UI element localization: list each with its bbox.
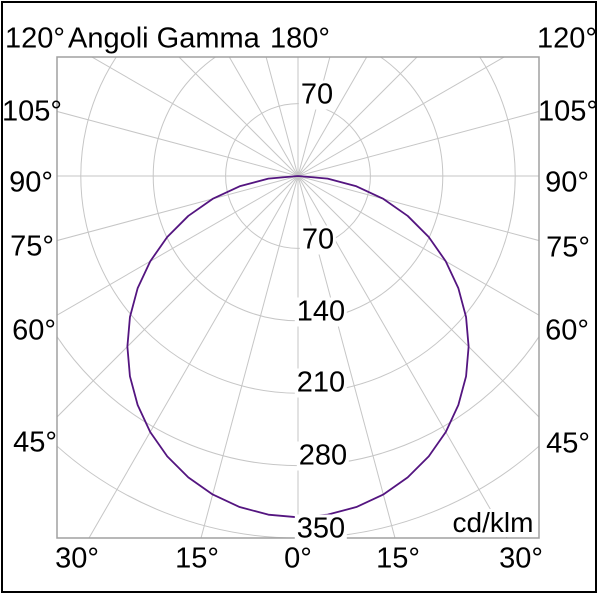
unit-label: cd/klm <box>450 507 536 538</box>
angle-label-bottom-30L: 30° <box>55 542 99 575</box>
radial-tick-70: 70 <box>299 223 337 256</box>
angle-label-left-45: 45° <box>13 426 57 459</box>
radial-tick-280: 280 <box>296 439 350 472</box>
angle-label-bottom-30R: 30° <box>499 542 543 575</box>
angle-label-right-120: 120° <box>537 22 597 55</box>
angle-label-right-105: 105° <box>538 95 598 128</box>
angle-label-left-90: 90° <box>9 166 53 199</box>
radial-tick-140: 140 <box>294 295 348 328</box>
angle-label-right-90: 90° <box>545 166 589 199</box>
angle-label-left-75: 75° <box>10 230 54 263</box>
angle-label-left-120: 120° <box>5 22 65 55</box>
angle-label-left-105: 105° <box>2 95 62 128</box>
chart-title: Angoli Gamma <box>68 22 260 55</box>
angle-label-bottom-0: 0° <box>284 542 312 575</box>
angle-label-right-60: 60° <box>545 314 589 347</box>
angle-label-bottom-15L: 15° <box>175 542 219 575</box>
angle-label-bottom-15R: 15° <box>376 542 420 575</box>
radial-tick-70-upper: 70 <box>298 78 336 111</box>
angle-label-top-180: 180° <box>270 22 330 55</box>
radial-tick-210: 210 <box>294 366 348 399</box>
angle-label-left-60: 60° <box>12 314 56 347</box>
angle-label-right-75: 75° <box>546 231 590 264</box>
angle-label-right-45: 45° <box>546 427 590 460</box>
radial-tick-350: 350 <box>294 512 348 545</box>
